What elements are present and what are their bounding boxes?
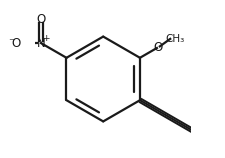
Text: ⁻: ⁻ — [8, 36, 14, 49]
Text: CH₃: CH₃ — [164, 34, 183, 44]
Text: N: N — [36, 37, 45, 50]
Text: O: O — [153, 41, 162, 54]
Text: O: O — [11, 37, 20, 50]
Text: +: + — [42, 34, 50, 43]
Text: O: O — [36, 13, 45, 26]
